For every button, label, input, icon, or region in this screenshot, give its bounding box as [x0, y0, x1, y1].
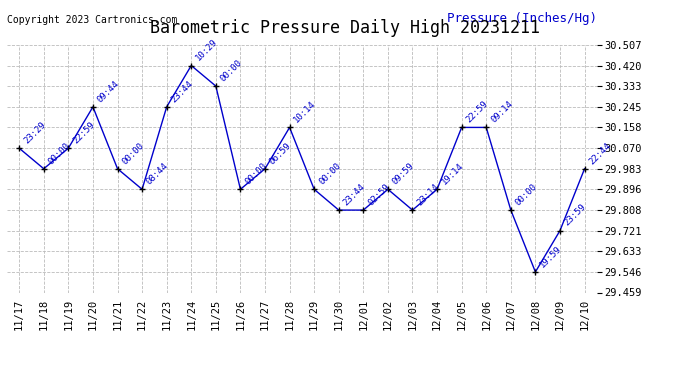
Text: 22:59: 22:59 [464, 99, 490, 124]
Text: 23:59: 23:59 [563, 202, 588, 228]
Text: 00:00: 00:00 [243, 161, 268, 186]
Text: 23:44: 23:44 [342, 182, 367, 207]
Text: 00:00: 00:00 [120, 141, 146, 166]
Text: 02:59: 02:59 [366, 182, 391, 207]
Text: 19:59: 19:59 [538, 244, 564, 269]
Text: 00:00: 00:00 [513, 182, 539, 207]
Text: 23:44: 23:44 [170, 79, 195, 104]
Text: 06:59: 06:59 [268, 141, 293, 166]
Text: 19:14: 19:14 [440, 161, 465, 186]
Text: 23:29: 23:29 [22, 120, 48, 146]
Text: 22:59: 22:59 [71, 120, 97, 146]
Text: Barometric Pressure Daily High 20231211: Barometric Pressure Daily High 20231211 [150, 19, 540, 37]
Text: Copyright 2023 Cartronics.com: Copyright 2023 Cartronics.com [7, 15, 177, 25]
Text: 09:59: 09:59 [391, 161, 416, 186]
Text: 23:14: 23:14 [415, 182, 441, 207]
Text: 22:44: 22:44 [587, 141, 613, 166]
Text: 10:29: 10:29 [194, 38, 219, 63]
Text: 09:14: 09:14 [489, 99, 514, 124]
Text: 10:14: 10:14 [293, 99, 317, 124]
Text: 00:00: 00:00 [317, 161, 342, 186]
Text: 08:44: 08:44 [145, 161, 170, 186]
Text: 09:44: 09:44 [96, 79, 121, 104]
Text: 00:00: 00:00 [219, 58, 244, 83]
Text: 00:00: 00:00 [46, 141, 72, 166]
Text: Pressure (Inches/Hg): Pressure (Inches/Hg) [447, 12, 597, 25]
